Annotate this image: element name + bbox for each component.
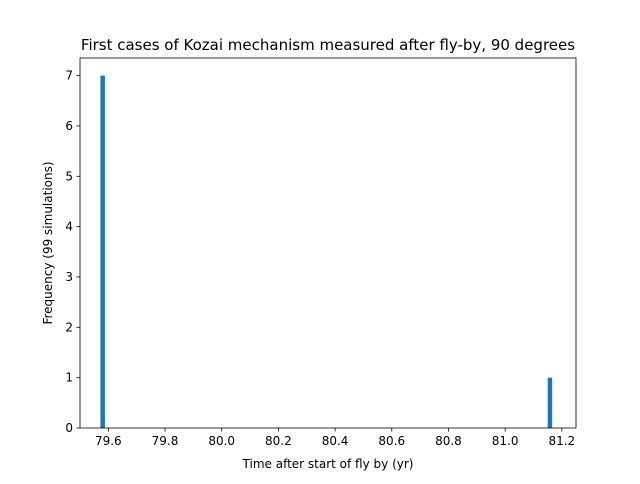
y-axis-label: Frequency (99 simulations) — [41, 161, 55, 324]
x-tick-label: 79.8 — [152, 434, 179, 448]
histogram-bar-2 — [547, 377, 553, 428]
plot-frame — [79, 57, 577, 429]
x-tick-label: 79.6 — [95, 434, 122, 448]
x-tick-label: 80.8 — [435, 434, 462, 448]
x-tick-label: 80.0 — [208, 434, 235, 448]
y-ticks: 0 1 2 3 4 5 6 7 — [65, 69, 80, 435]
y-tick-label: 1 — [65, 371, 73, 385]
x-tick-label: 80.2 — [265, 434, 292, 448]
chart-title: First cases of Kozai mechanism measured … — [81, 36, 575, 54]
x-tick-label: 81.2 — [548, 434, 575, 448]
y-tick-label: 0 — [65, 421, 73, 435]
histogram-bar-1 — [100, 75, 105, 428]
y-tick-label: 4 — [65, 220, 73, 234]
x-tick-label: 80.4 — [322, 434, 349, 448]
y-tick-label: 6 — [65, 119, 73, 133]
x-axis-label: Time after start of fly by (yr) — [242, 457, 414, 471]
x-tick-label: 80.6 — [378, 434, 405, 448]
x-ticks: 79.6 79.8 80.0 80.2 80.4 80.6 80.8 81.0 81.2 — [95, 428, 575, 448]
bars-layer — [100, 75, 553, 428]
y-tick-label: 5 — [65, 169, 73, 183]
y-tick-label: 7 — [65, 69, 73, 83]
y-tick-label: 3 — [65, 270, 73, 284]
x-tick-label: 81.0 — [492, 434, 519, 448]
y-tick-label: 2 — [65, 320, 73, 334]
